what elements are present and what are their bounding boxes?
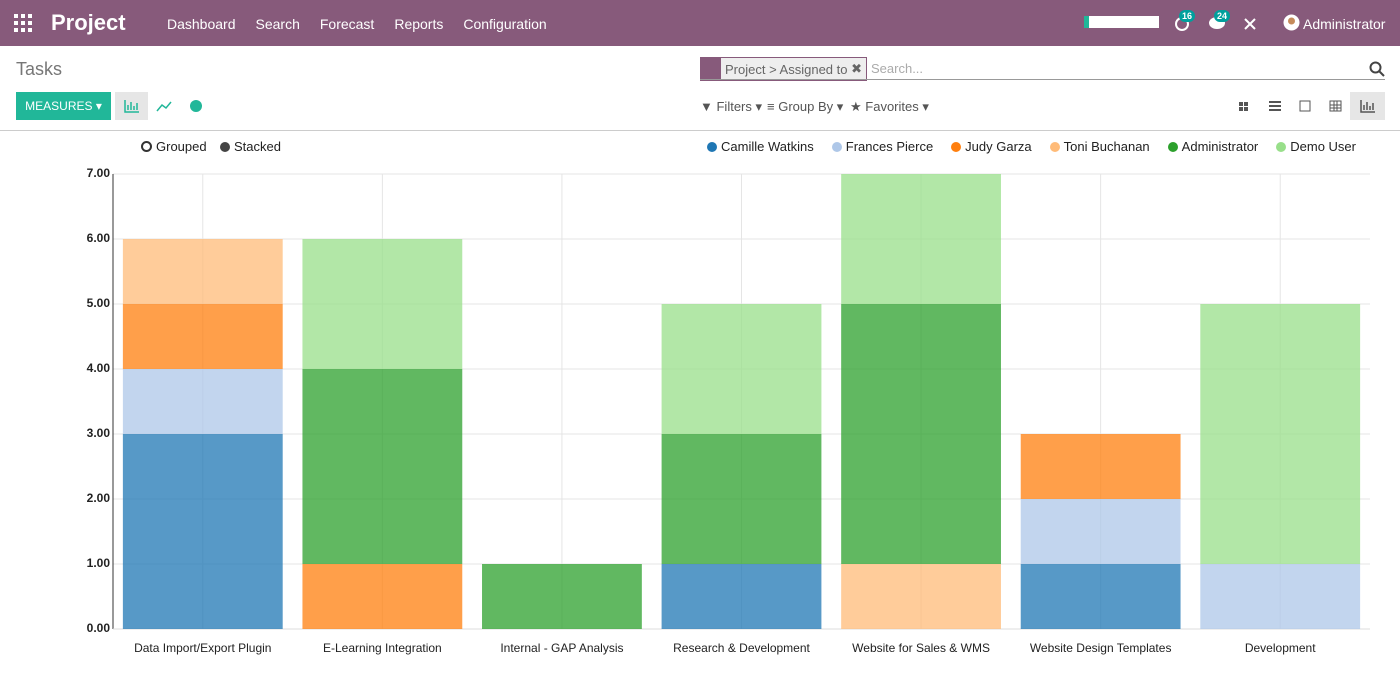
measures-label: MEASURES: [25, 99, 93, 113]
legend-swatch: [1167, 141, 1178, 152]
search-icon[interactable]: [1369, 61, 1385, 77]
line-mode[interactable]: [156, 101, 172, 112]
x-tick-label: Research & Development: [673, 641, 810, 655]
bar: [1200, 304, 1361, 564]
page-title: Tasks: [16, 59, 63, 79]
search-underline: [700, 79, 1385, 80]
pie-mode[interactable]: [190, 100, 202, 112]
group-by-menu[interactable]: ≡ Group By ▾: [767, 99, 844, 114]
bar: [661, 434, 822, 564]
grouped-toggle[interactable]: Grouped: [141, 139, 207, 154]
x-tick-label: Internal - GAP Analysis: [500, 641, 623, 655]
messages-badge: 24: [1214, 10, 1231, 22]
top-bar: Project Dashboard Search Forecast Report…: [0, 0, 1400, 46]
y-tick-label: 5.00: [87, 296, 111, 310]
nav-item[interactable]: Forecast: [319, 16, 375, 32]
search-input[interactable]: Search...: [871, 61, 924, 76]
filters-label: Filters: [716, 99, 752, 114]
user-name[interactable]: Administrator: [1303, 16, 1386, 32]
y-tick-label: 7.00: [87, 166, 111, 180]
bar: [122, 239, 283, 304]
nav-item[interactable]: Reports: [394, 16, 444, 32]
bar: [1020, 499, 1181, 564]
legend-swatch: [1049, 141, 1060, 152]
legend: Camille Watkins Frances Pierce Judy Garza T…: [707, 139, 1356, 154]
y-tick-label: 1.00: [87, 556, 111, 570]
legend-item[interactable]: Frances Pierce: [831, 139, 934, 154]
bar: [122, 434, 283, 629]
bar: [302, 564, 463, 629]
bar: [841, 564, 1001, 629]
nav-item[interactable]: Configuration: [463, 16, 547, 32]
group-by-label: Group By: [778, 99, 834, 114]
filters-menu[interactable]: ▼ Filters ▾: [700, 99, 763, 114]
facet-label: Project > Assigned to: [725, 61, 848, 77]
bar: [1020, 564, 1181, 629]
measures-button[interactable]: MEASURES ▾: [16, 92, 111, 120]
legend-label: Demo User: [1290, 139, 1356, 154]
y-tick-label: 4.00: [87, 361, 111, 375]
x-tick-label: E-Learning Integration: [323, 641, 442, 655]
progress: [1084, 16, 1159, 28]
bar: [122, 369, 283, 434]
legend-swatch: [951, 141, 962, 152]
legend-swatch: [831, 141, 842, 152]
bar: [1200, 564, 1361, 629]
bar: [661, 304, 822, 434]
y-tick-label: 0.00: [87, 621, 111, 635]
legend-item[interactable]: Judy Garza: [951, 139, 1032, 154]
legend-label: Frances Pierce: [845, 139, 934, 154]
divider: [0, 130, 1400, 131]
legend-label: Camille Watkins: [721, 139, 814, 154]
bar: [122, 304, 283, 369]
avatar: [1283, 14, 1300, 31]
nav: Dashboard Search Forecast Reports Config…: [167, 16, 547, 32]
x-tick-label: Website Design Templates: [1030, 641, 1172, 655]
bar: [482, 564, 642, 629]
bar: [841, 174, 1001, 304]
legend-label: Toni Buchanan: [1063, 139, 1150, 154]
x-tick-label: Data Import/Export Plugin: [134, 641, 271, 655]
y-tick-label: 6.00: [87, 231, 111, 245]
legend-swatch: [1276, 141, 1287, 152]
grouped-label: Grouped: [156, 139, 207, 154]
close-icon[interactable]: [1243, 17, 1257, 31]
nav-item[interactable]: Dashboard: [167, 16, 236, 32]
bar: [661, 564, 822, 629]
y-tick-label: 2.00: [87, 491, 111, 505]
y-tick-label: 3.00: [87, 426, 111, 440]
legend-label: Administrator: [1181, 139, 1259, 154]
nav-item[interactable]: Search: [255, 16, 300, 32]
x-tick-label: Development: [1245, 641, 1316, 655]
search-facet[interactable]: Project > Assigned to ✖: [700, 57, 867, 81]
bar: [302, 239, 463, 369]
bar: [1020, 434, 1181, 499]
favorites-menu[interactable]: ★ Favorites ▾: [850, 99, 929, 114]
bar: [841, 304, 1001, 564]
favorites-label: Favorites: [865, 99, 919, 114]
stacked-label: Stacked: [234, 139, 281, 154]
legend-item[interactable]: Demo User: [1276, 139, 1356, 154]
legend-item[interactable]: Administrator: [1167, 139, 1259, 154]
x-tick-label: Website for Sales & WMS: [852, 641, 990, 655]
legend-swatch: [707, 141, 718, 152]
legend-item[interactable]: Toni Buchanan: [1049, 139, 1150, 154]
legend-item[interactable]: Camille Watkins: [707, 139, 814, 154]
app-name[interactable]: Project: [51, 10, 126, 35]
view-switcher: [1239, 92, 1385, 120]
bar: [302, 369, 463, 564]
apps-icon[interactable]: [14, 14, 32, 32]
chart-mode-buttons: [115, 92, 202, 120]
chart: 0.00 1.00 2.00 3.00 4.00 5.00 6.00 7.00 Data Imp…: [87, 166, 1370, 655]
legend-label: Judy Garza: [965, 139, 1032, 154]
stacked-toggle[interactable]: Stacked: [220, 139, 281, 154]
activity-badge: 16: [1179, 10, 1196, 22]
